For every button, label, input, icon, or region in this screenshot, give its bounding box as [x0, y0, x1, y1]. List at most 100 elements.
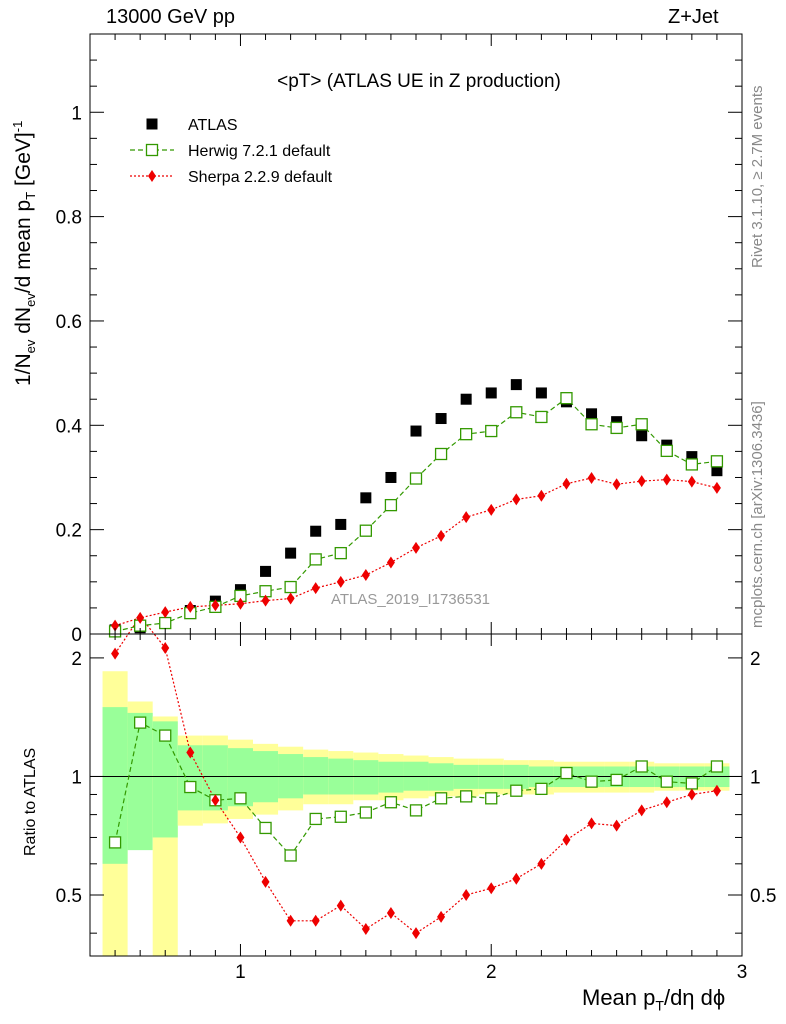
x-tick-label: 2	[486, 962, 497, 983]
data-point	[610, 421, 623, 435]
data-point	[485, 387, 497, 399]
ratio-point	[510, 784, 523, 797]
x-axis-label: Mean pT/dη dϕ	[582, 985, 726, 1014]
header-right: Z+Jet	[668, 6, 719, 28]
band-inner	[428, 763, 454, 791]
ratio-point	[585, 775, 598, 788]
ratio-point	[386, 907, 395, 920]
ratio-point	[662, 796, 671, 809]
data-point	[161, 606, 170, 619]
data-point	[385, 471, 397, 483]
ratio-point	[587, 817, 596, 830]
ratio-tick-label: 1	[71, 767, 82, 788]
ratio-point	[412, 927, 420, 940]
ratio-point	[537, 857, 546, 870]
ratio-point	[234, 792, 247, 805]
ratio-point	[286, 914, 295, 927]
data-point	[537, 489, 546, 502]
ratio-point	[637, 804, 646, 817]
data-point	[284, 580, 297, 594]
data-point	[437, 529, 446, 542]
ratio-point	[159, 729, 172, 742]
data-point	[234, 584, 246, 596]
ratio-frame	[89, 633, 743, 957]
chart-title: <pT> (ATLAS UE in Z production)	[277, 71, 561, 92]
legend-marker	[148, 170, 156, 182]
main-series	[108, 379, 724, 638]
ratio-point	[334, 810, 347, 823]
ratio-point	[437, 910, 446, 923]
ratio-point	[612, 819, 621, 832]
ratio-point	[111, 647, 120, 660]
ratio-tick-label: 2	[71, 649, 82, 670]
data-point	[487, 503, 496, 516]
legend-label: ATLAS	[188, 117, 238, 134]
data-point	[660, 444, 673, 458]
y-tick-label: 0.8	[56, 208, 82, 229]
data-point	[637, 475, 646, 488]
ratio-tick-label-right: 2	[750, 649, 761, 670]
ratio-point	[186, 746, 195, 759]
data-point	[635, 418, 648, 431]
data-point	[261, 594, 270, 607]
data-point	[460, 428, 473, 441]
data-point	[562, 477, 571, 490]
ratio-point	[560, 766, 573, 780]
data-point	[485, 424, 498, 438]
ratio-point	[284, 849, 297, 862]
ratio-point	[434, 792, 448, 805]
ratio-point	[309, 812, 322, 826]
data-point	[360, 492, 372, 504]
ratio-lines	[108, 615, 724, 940]
ratio-point	[710, 760, 724, 773]
y-tick-label: 1	[71, 103, 82, 124]
ratio-point	[384, 796, 398, 809]
data-point	[386, 556, 395, 569]
data-point	[286, 592, 295, 605]
data-point	[687, 475, 696, 488]
ratio-point	[361, 922, 370, 935]
ratio-point	[635, 760, 648, 773]
data-point	[462, 511, 471, 524]
data-point	[535, 387, 547, 399]
ratio-point	[485, 792, 498, 805]
data-point	[460, 393, 472, 405]
ratio-point	[108, 836, 122, 849]
ratio-point	[712, 784, 721, 797]
y-tick-label: 0.6	[56, 312, 82, 333]
data-point	[136, 611, 145, 624]
ratio-point	[685, 777, 698, 790]
ratio-point	[660, 775, 673, 788]
data-point	[612, 478, 621, 491]
band-inner	[378, 761, 404, 793]
data-point	[410, 425, 422, 437]
ratio-point	[211, 794, 220, 807]
data-point	[311, 582, 320, 595]
ratio-point	[512, 872, 521, 885]
band-inner	[353, 760, 379, 795]
ratio-point	[535, 782, 548, 796]
data-point	[585, 418, 598, 431]
analysis-id: ATLAS_2019_I1736531	[331, 591, 490, 608]
data-point	[662, 473, 671, 486]
ratio-tick-label-right: 0.5	[750, 886, 776, 907]
data-point	[685, 458, 698, 471]
ratio-point	[460, 790, 473, 803]
x-tick-label: 1	[235, 962, 246, 983]
data-point	[211, 599, 220, 612]
data-point	[587, 472, 596, 484]
data-point	[435, 413, 447, 425]
data-point	[159, 616, 172, 630]
data-point	[285, 547, 297, 559]
data-point	[186, 600, 195, 613]
data-point	[334, 546, 347, 560]
data-point	[412, 541, 420, 554]
legend-marker	[146, 118, 158, 130]
data-point	[236, 597, 245, 610]
ratio-point	[184, 780, 197, 794]
data-point	[310, 525, 322, 537]
data-point	[710, 455, 724, 468]
legend-marker	[145, 143, 159, 157]
data-point	[434, 447, 448, 461]
